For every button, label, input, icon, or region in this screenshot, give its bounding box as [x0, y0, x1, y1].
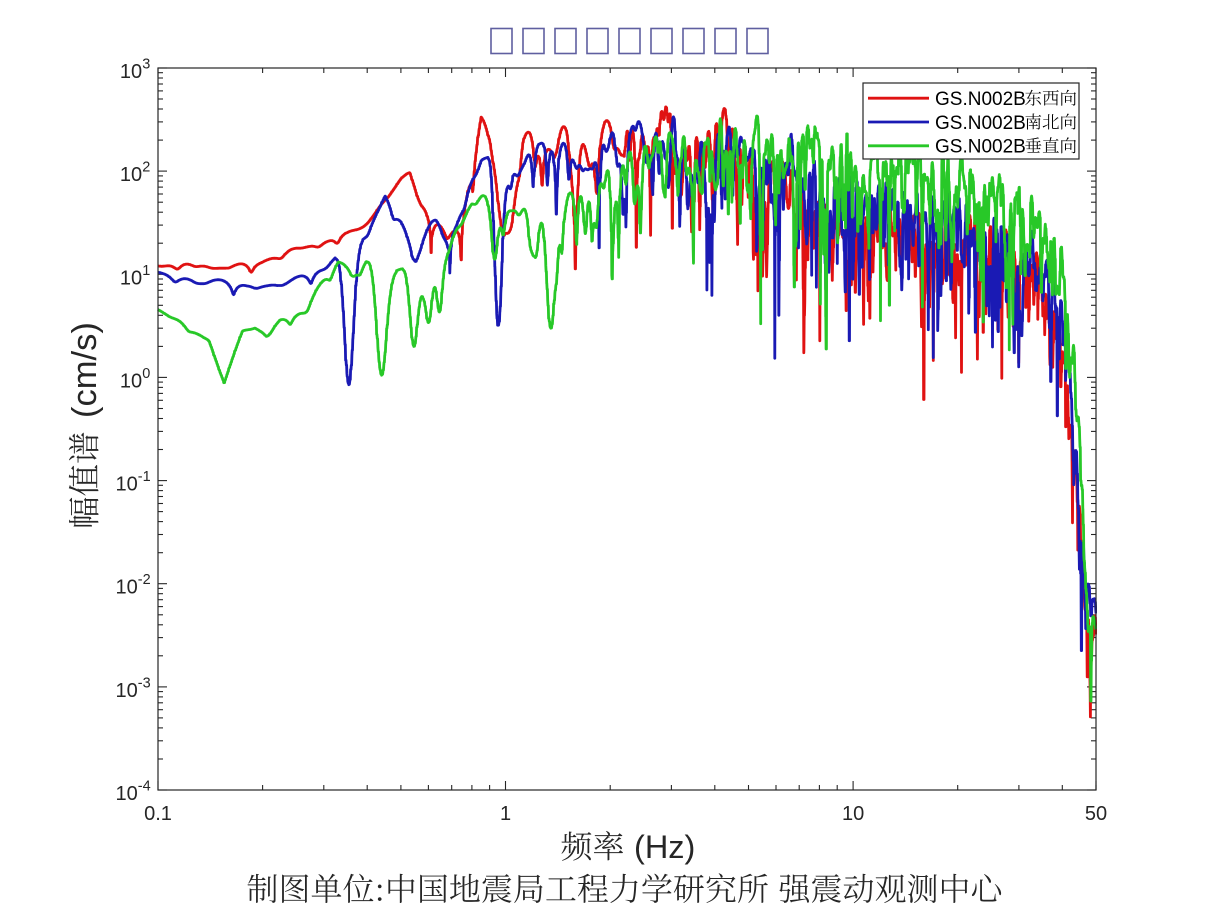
svg-text:10: 10 — [120, 370, 142, 392]
svg-text:(cm/s): (cm/s) — [66, 322, 104, 418]
svg-text:10: 10 — [120, 61, 142, 83]
svg-text:GS.N002B: GS.N002B — [935, 113, 1026, 134]
svg-text:-4: -4 — [138, 779, 151, 795]
svg-text:(Hz): (Hz) — [634, 829, 695, 865]
svg-text:10: 10 — [116, 474, 138, 496]
svg-text:-1: -1 — [138, 469, 151, 485]
svg-text:GS.N002B: GS.N002B — [935, 137, 1026, 158]
svg-text:50: 50 — [1085, 803, 1107, 825]
svg-text:10: 10 — [120, 267, 142, 289]
svg-text:10: 10 — [120, 164, 142, 186]
svg-text:0: 0 — [142, 366, 150, 382]
svg-text:10: 10 — [116, 577, 138, 599]
svg-text:10: 10 — [116, 783, 138, 805]
svg-text:1: 1 — [142, 263, 150, 279]
svg-text:-3: -3 — [138, 675, 151, 691]
svg-text:10: 10 — [842, 803, 864, 825]
svg-text:0.1: 0.1 — [144, 803, 172, 825]
svg-text:2: 2 — [142, 160, 150, 176]
svg-text:1: 1 — [500, 803, 511, 825]
svg-text:10: 10 — [116, 680, 138, 702]
svg-text:-2: -2 — [138, 572, 151, 588]
svg-text:GS.N002B: GS.N002B — [935, 89, 1026, 110]
svg-text:3: 3 — [142, 57, 150, 73]
